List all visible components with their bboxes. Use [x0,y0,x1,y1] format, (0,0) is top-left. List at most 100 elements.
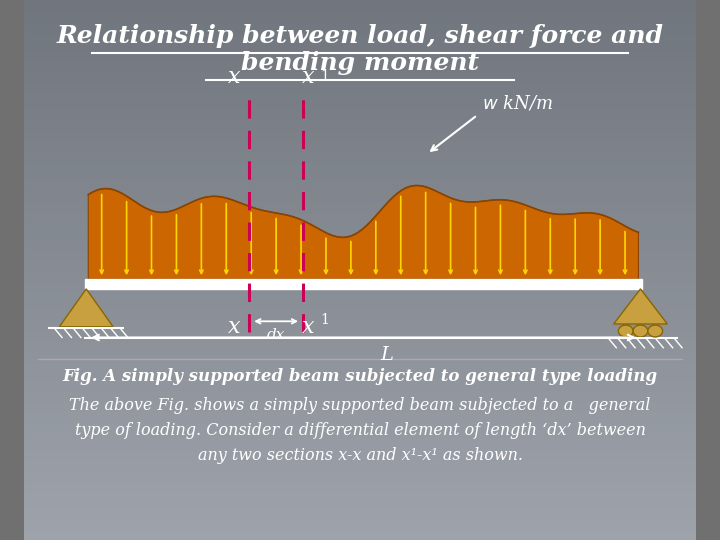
Bar [24,475,696,481]
Bar [24,486,696,491]
Bar [24,184,696,189]
Bar [24,200,696,205]
Bar [24,329,696,335]
Text: bending moment: bending moment [241,51,479,75]
Bar [24,65,696,70]
Bar [24,524,696,529]
Bar [24,27,696,32]
Text: x: x [302,316,315,338]
Bar [24,194,696,200]
Bar [24,405,696,410]
Bar [24,513,696,518]
Bar [24,432,696,437]
Polygon shape [613,289,667,324]
Bar [24,421,696,427]
Text: dx: dx [267,328,285,342]
Bar [24,254,696,259]
Bar [24,22,696,27]
Bar [24,97,696,103]
Bar [24,340,696,346]
Bar [24,76,696,81]
Bar [24,464,696,470]
Text: Fig. A simply supported beam subjected to general type loading: Fig. A simply supported beam subjected t… [63,368,657,385]
Bar [24,275,696,281]
Bar [24,351,696,356]
Text: L: L [380,346,393,363]
Bar [24,211,696,216]
Bar [85,279,642,289]
Polygon shape [59,289,113,327]
Bar [24,367,696,373]
Bar [24,491,696,497]
Bar [24,86,696,92]
Bar [24,103,696,108]
Text: 1: 1 [320,69,329,83]
Bar [24,205,696,211]
Bar [24,167,696,173]
Text: $w$ kN/m: $w$ kN/m [482,93,553,112]
Polygon shape [89,186,639,279]
Bar [24,38,696,43]
Bar [24,11,696,16]
Bar [24,157,696,162]
Text: The above Fig. shows a simply supported beam subjected to a   general
type of lo: The above Fig. shows a simply supported … [69,397,651,463]
Bar [24,378,696,383]
Circle shape [648,325,662,337]
Bar [24,470,696,475]
Bar [24,459,696,464]
Bar [24,81,696,86]
Bar [24,108,696,113]
Bar [24,162,696,167]
Bar [24,32,696,38]
Bar [24,189,696,194]
Bar [24,508,696,513]
Bar [24,302,696,308]
Bar [24,232,696,238]
Bar [24,238,696,243]
Bar [24,151,696,157]
Text: x: x [302,66,315,88]
Bar [24,70,696,76]
Circle shape [618,325,633,337]
Bar [24,178,696,184]
Bar [24,59,696,65]
Bar [24,535,696,540]
Bar [24,324,696,329]
Bar [24,443,696,448]
Bar [24,216,696,221]
Bar [24,265,696,270]
Text: 1: 1 [320,313,329,327]
Bar [24,308,696,313]
Bar [24,497,696,502]
Bar [24,248,696,254]
Bar [24,140,696,146]
Bar [24,113,696,119]
Bar [24,43,696,49]
Bar [24,437,696,443]
Bar [24,400,696,405]
Bar [24,319,696,324]
Bar [24,270,696,275]
Bar [24,146,696,151]
Bar [24,362,696,367]
Bar [24,454,696,459]
Bar [24,313,696,319]
Bar [24,124,696,130]
Bar [24,394,696,400]
Bar [24,92,696,97]
Bar [24,427,696,432]
Bar [24,481,696,486]
Bar [24,221,696,227]
Bar [24,243,696,248]
Text: Relationship between load, shear force and: Relationship between load, shear force a… [56,24,664,48]
Bar [24,227,696,232]
Bar [24,518,696,524]
Bar [24,5,696,11]
Bar [24,16,696,22]
Bar [24,54,696,59]
Bar [24,373,696,378]
Bar [24,259,696,265]
Bar [24,49,696,54]
Bar [24,448,696,454]
Bar [24,173,696,178]
